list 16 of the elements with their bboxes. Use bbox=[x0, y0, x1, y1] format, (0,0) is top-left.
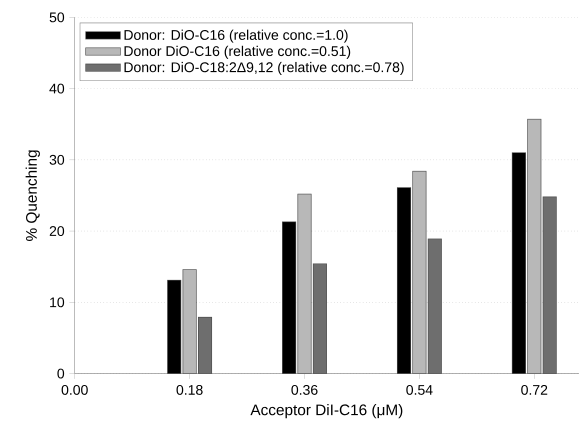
legend-label: Donor DiO-C16 (relative conc.=0.51) bbox=[124, 46, 350, 59]
legend-label: Donor: DiO-C18:2Δ9,12 (relative conc.=0.78) bbox=[124, 62, 404, 75]
y-tick-label: 0 bbox=[57, 368, 64, 378]
y-tick-label: 30 bbox=[50, 154, 64, 165]
x-tick-label: 0.36 bbox=[291, 384, 318, 395]
x-tick-label: 0.54 bbox=[406, 384, 433, 395]
x-tick-label: 0.72 bbox=[521, 384, 548, 395]
y-axis-title: % Quenching bbox=[26, 150, 40, 241]
x-tick-label: 0.18 bbox=[176, 384, 203, 395]
y-tick-label: 20 bbox=[50, 226, 64, 236]
y-tick-label: 50 bbox=[50, 12, 64, 22]
y-tick-label: 10 bbox=[50, 297, 64, 308]
x-tick-label: 0.00 bbox=[62, 384, 88, 395]
legend-label: Donor: DiO-C16 (relative conc.=1.0) bbox=[124, 30, 348, 43]
x-axis-title: Acceptor DiI-C16 (μM) bbox=[250, 404, 402, 418]
y-tick-label: 40 bbox=[49, 84, 64, 94]
